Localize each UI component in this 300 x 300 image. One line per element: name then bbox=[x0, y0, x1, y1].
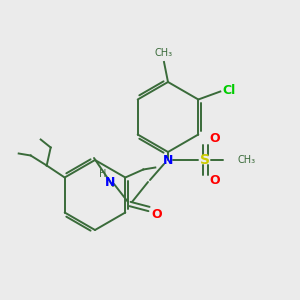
Text: CH₃: CH₃ bbox=[155, 48, 173, 58]
Text: O: O bbox=[152, 208, 162, 220]
Text: N: N bbox=[105, 176, 115, 188]
Text: O: O bbox=[210, 175, 220, 188]
Text: O: O bbox=[210, 133, 220, 146]
Text: Cl: Cl bbox=[222, 84, 236, 97]
Text: CH₃: CH₃ bbox=[237, 155, 255, 165]
Text: N: N bbox=[163, 154, 173, 166]
Text: S: S bbox=[200, 153, 210, 167]
Text: H: H bbox=[99, 169, 107, 179]
